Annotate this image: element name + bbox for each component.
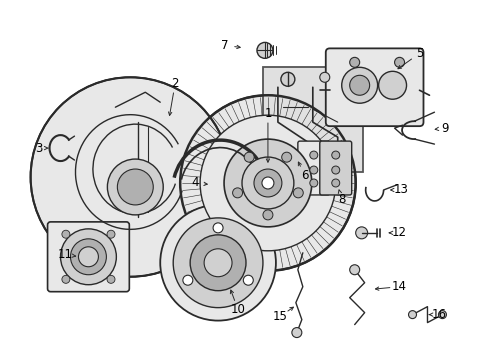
Circle shape — [438, 311, 446, 319]
Circle shape — [281, 152, 291, 162]
Circle shape — [107, 230, 115, 238]
Circle shape — [331, 179, 339, 187]
Circle shape — [244, 152, 254, 162]
Text: 5: 5 — [415, 47, 422, 60]
Text: 1: 1 — [264, 107, 271, 120]
Circle shape — [183, 275, 192, 285]
Text: 10: 10 — [230, 303, 245, 316]
Text: 14: 14 — [391, 280, 406, 293]
Circle shape — [349, 57, 359, 67]
FancyBboxPatch shape — [325, 48, 423, 126]
Bar — [263, 67, 362, 172]
Circle shape — [309, 179, 317, 187]
Circle shape — [349, 265, 359, 275]
Circle shape — [173, 218, 263, 308]
Circle shape — [61, 229, 116, 285]
Text: 15: 15 — [272, 310, 287, 323]
Circle shape — [256, 42, 272, 58]
Circle shape — [331, 166, 339, 174]
Text: 12: 12 — [391, 226, 406, 239]
Circle shape — [331, 151, 339, 159]
Circle shape — [317, 148, 331, 162]
FancyBboxPatch shape — [47, 222, 129, 292]
FancyBboxPatch shape — [297, 141, 329, 195]
Circle shape — [190, 235, 245, 291]
Circle shape — [262, 177, 273, 189]
Circle shape — [70, 239, 106, 275]
Circle shape — [243, 275, 253, 285]
Circle shape — [293, 188, 303, 198]
Circle shape — [117, 169, 153, 205]
Circle shape — [242, 157, 293, 209]
Circle shape — [309, 166, 317, 174]
Circle shape — [107, 159, 163, 215]
Text: 6: 6 — [301, 168, 308, 181]
Circle shape — [160, 205, 275, 321]
Circle shape — [180, 95, 355, 271]
Text: 8: 8 — [337, 193, 345, 206]
Circle shape — [290, 150, 304, 164]
Circle shape — [263, 210, 272, 220]
Circle shape — [62, 230, 70, 238]
Text: 9: 9 — [441, 122, 448, 135]
Circle shape — [107, 275, 115, 283]
Text: 3: 3 — [35, 141, 42, 154]
Circle shape — [213, 223, 223, 233]
Circle shape — [232, 188, 242, 198]
Circle shape — [78, 247, 98, 267]
Text: 13: 13 — [393, 184, 408, 197]
Circle shape — [407, 311, 416, 319]
Text: 4: 4 — [191, 176, 199, 189]
Circle shape — [319, 72, 329, 82]
Circle shape — [200, 115, 335, 251]
Circle shape — [394, 57, 404, 67]
Circle shape — [309, 151, 317, 159]
Circle shape — [224, 139, 311, 227]
Circle shape — [349, 75, 369, 95]
Circle shape — [341, 67, 377, 103]
Circle shape — [203, 249, 232, 277]
Circle shape — [355, 227, 367, 239]
Circle shape — [62, 275, 70, 283]
Circle shape — [291, 328, 301, 338]
FancyBboxPatch shape — [319, 141, 351, 195]
Text: 16: 16 — [431, 308, 446, 321]
Text: 7: 7 — [221, 39, 228, 52]
Text: 11: 11 — [58, 248, 73, 261]
Circle shape — [31, 77, 229, 277]
Circle shape — [280, 72, 294, 86]
Circle shape — [378, 71, 406, 99]
Text: 2: 2 — [171, 77, 179, 90]
Circle shape — [253, 169, 281, 197]
